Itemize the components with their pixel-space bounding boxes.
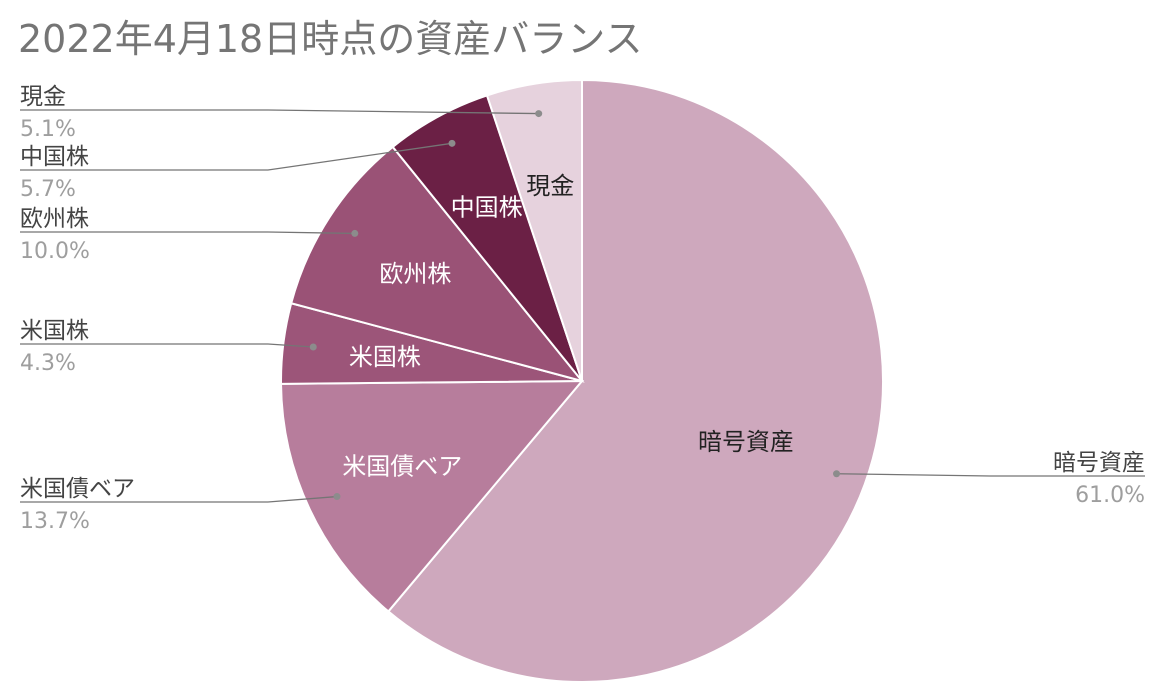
slice-1-leader-line: [20, 495, 338, 503]
slice-5-callout-percent: 5.1%: [20, 117, 76, 142]
slice-2-leader-line: [20, 343, 314, 348]
slice-4-leader-dot: [448, 139, 456, 147]
pie-slices: [280, 78, 884, 683]
slice-0-leader-dot: [833, 470, 841, 478]
slice-3-leader-dot: [351, 229, 359, 237]
slice-2-callout-label: 米国株: [20, 318, 89, 344]
slice-5: [485, 78, 583, 382]
slice-2-callout-percent: 4.3%: [20, 351, 76, 376]
slice-1-callout-label: 米国債ベア: [20, 476, 135, 502]
slice-1-callout-percent: 13.7%: [20, 509, 90, 534]
slice-5-callout-label: 現金: [20, 84, 66, 110]
slice-callouts: 暗号資産 61.0% 米国債ベア 13.7% 米国株 4.3% 欧州株 10.0% 中国株 5.7…: [20, 84, 1145, 534]
slice-3: [289, 145, 585, 383]
slice-4-callout-label: 中国株: [20, 144, 89, 170]
slice-3-callout-label: 欧州株: [20, 206, 89, 232]
slice-0-inside-label: 暗号資産: [698, 428, 794, 456]
slice-1: [280, 379, 585, 613]
slice-5-leader-line: [20, 109, 539, 115]
slice-4-callout-percent: 5.7%: [20, 177, 76, 202]
slice-1-leader-dot: [333, 493, 341, 501]
chart-title: 2022年4月18日時点の資産バランス: [18, 17, 643, 61]
slice-1-inside-label: 米国債ベア: [342, 453, 462, 481]
slice-4-leader-line: [20, 142, 453, 171]
slice-0-callout-percent: 61.0%: [1075, 483, 1145, 508]
slice-0-callout-label: 暗号資産: [1053, 450, 1145, 476]
slice-2-leader-dot: [309, 343, 317, 351]
slice-3-leader-line: [20, 231, 355, 235]
slice-2-inside-label: 米国株: [349, 343, 421, 371]
slice-4-inside-label: 中国株: [451, 194, 523, 222]
slice-0-leader-line: [836, 473, 1145, 477]
slice-3-callout-percent: 10.0%: [20, 239, 90, 264]
slice-0: [386, 78, 884, 683]
slice-5-inside-label: 現金: [526, 172, 574, 200]
slice-5-leader-dot: [535, 110, 543, 118]
slice-3-inside-label: 欧州株: [379, 260, 451, 288]
